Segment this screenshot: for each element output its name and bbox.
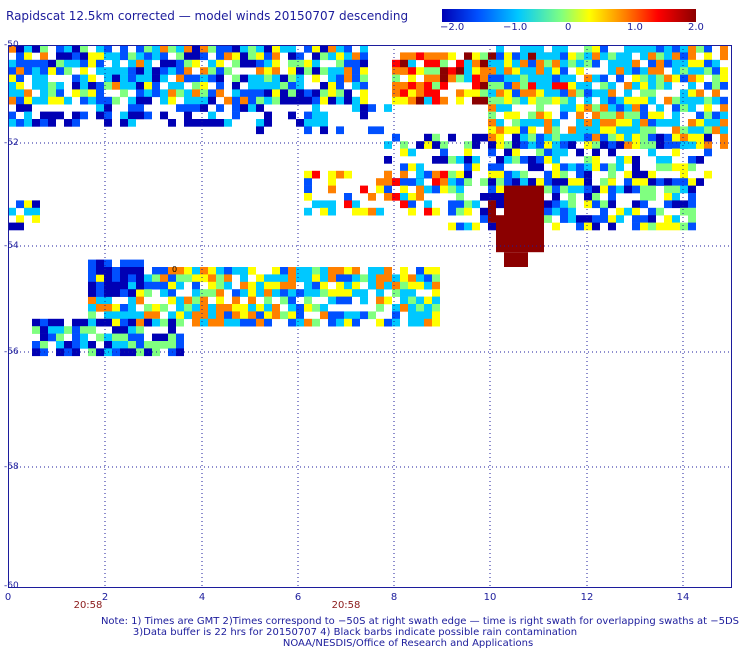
colorbar [442,9,696,22]
footnote-line: 3)Data buffer is 22 hrs for 20150707 4) … [132,627,578,638]
x-axis-label: 8 [390,592,398,603]
contour-label: 0 [172,265,177,274]
x-axis-label: 14 [676,592,690,603]
colorbar-tick-label: 0 [565,22,572,33]
x-axis-label: 12 [580,592,594,603]
swath-time-label: 20:58 [73,600,103,611]
map-title: Rapidscat 12.5km corrected — model winds… [6,9,409,23]
x-axis-label: 2 [101,592,109,603]
footnote-line: Note: 1) Times are GMT 2)Times correspon… [100,616,740,627]
x-axis-label: 10 [483,592,497,603]
footnote-line: NOAA/NESDIS/Office of Research and Appli… [282,638,534,649]
y-axis-label-lat: -54 [4,241,19,251]
colorbar-tick-label: 2.0 [688,22,704,33]
swath-time-label: 20:58 [331,600,361,611]
y-axis-label-lat: -56 [4,347,19,357]
map-grid [8,45,732,588]
y-axis-label-lat: -50 [4,40,19,50]
y-axis-label-lat: -52 [4,138,19,148]
x-axis-label: 0 [4,592,12,603]
wind-difference-map: 0 [8,45,732,588]
x-axis-label: 4 [198,592,206,603]
swath-data-cells [8,45,728,357]
y-axis-label-lat: -60 [4,581,19,591]
y-axis-label-lat: -58 [4,462,19,472]
colorbar-tick-label: 1.0 [627,22,643,33]
colorbar-tick-label: −1.0 [503,22,528,33]
colorbar-tick-label: −2.0 [440,22,465,33]
x-axis-label: 6 [294,592,302,603]
